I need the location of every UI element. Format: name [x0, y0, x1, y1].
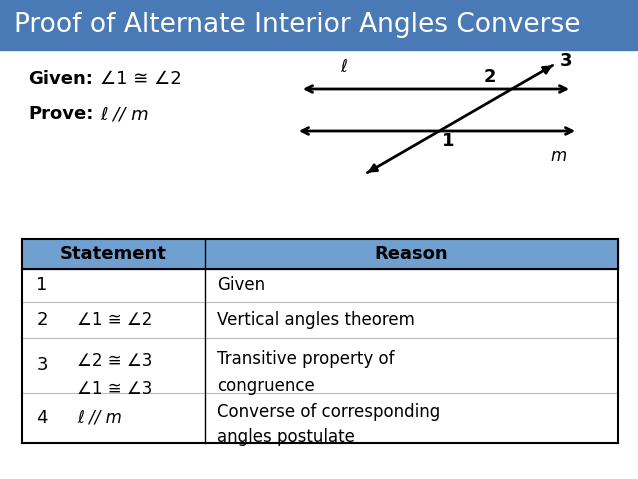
Text: Vertical angles theorem: Vertical angles theorem [217, 311, 415, 329]
Text: ∠2 ≅ ∠3: ∠2 ≅ ∠3 [77, 353, 152, 370]
Text: Prove:: Prove: [28, 105, 93, 123]
Text: congruence: congruence [217, 377, 315, 395]
Text: Converse of corresponding: Converse of corresponding [217, 403, 440, 421]
Text: Reason: Reason [375, 245, 449, 263]
Text: 4: 4 [36, 409, 48, 427]
Text: m: m [550, 147, 567, 165]
Text: 2: 2 [484, 68, 496, 86]
Text: Given: Given [217, 276, 265, 295]
Text: 3: 3 [560, 52, 572, 70]
Text: Proof of Alternate Interior Angles Converse: Proof of Alternate Interior Angles Conve… [14, 12, 581, 38]
Bar [0, 0, 638, 50]
Bar [22, 239, 618, 269]
Text: ∠1 ≅ ∠2: ∠1 ≅ ∠2 [100, 70, 182, 88]
Text: Transitive property of: Transitive property of [217, 350, 394, 367]
Text: 2: 2 [36, 311, 48, 329]
Text: Statement: Statement [60, 245, 167, 263]
Text: Given:: Given: [28, 70, 93, 88]
Text: ∠1 ≅ ∠2: ∠1 ≅ ∠2 [77, 311, 152, 329]
Text: 1: 1 [36, 276, 48, 295]
Text: ℓ // m: ℓ // m [100, 105, 149, 123]
Text: 1: 1 [442, 132, 455, 150]
Text: ℓ: ℓ [340, 58, 347, 76]
Text: ℓ // m: ℓ // m [77, 409, 122, 427]
Text: 3: 3 [36, 356, 48, 375]
Text: angles postulate: angles postulate [217, 428, 355, 446]
Text: ∠1 ≅ ∠3: ∠1 ≅ ∠3 [77, 380, 152, 398]
